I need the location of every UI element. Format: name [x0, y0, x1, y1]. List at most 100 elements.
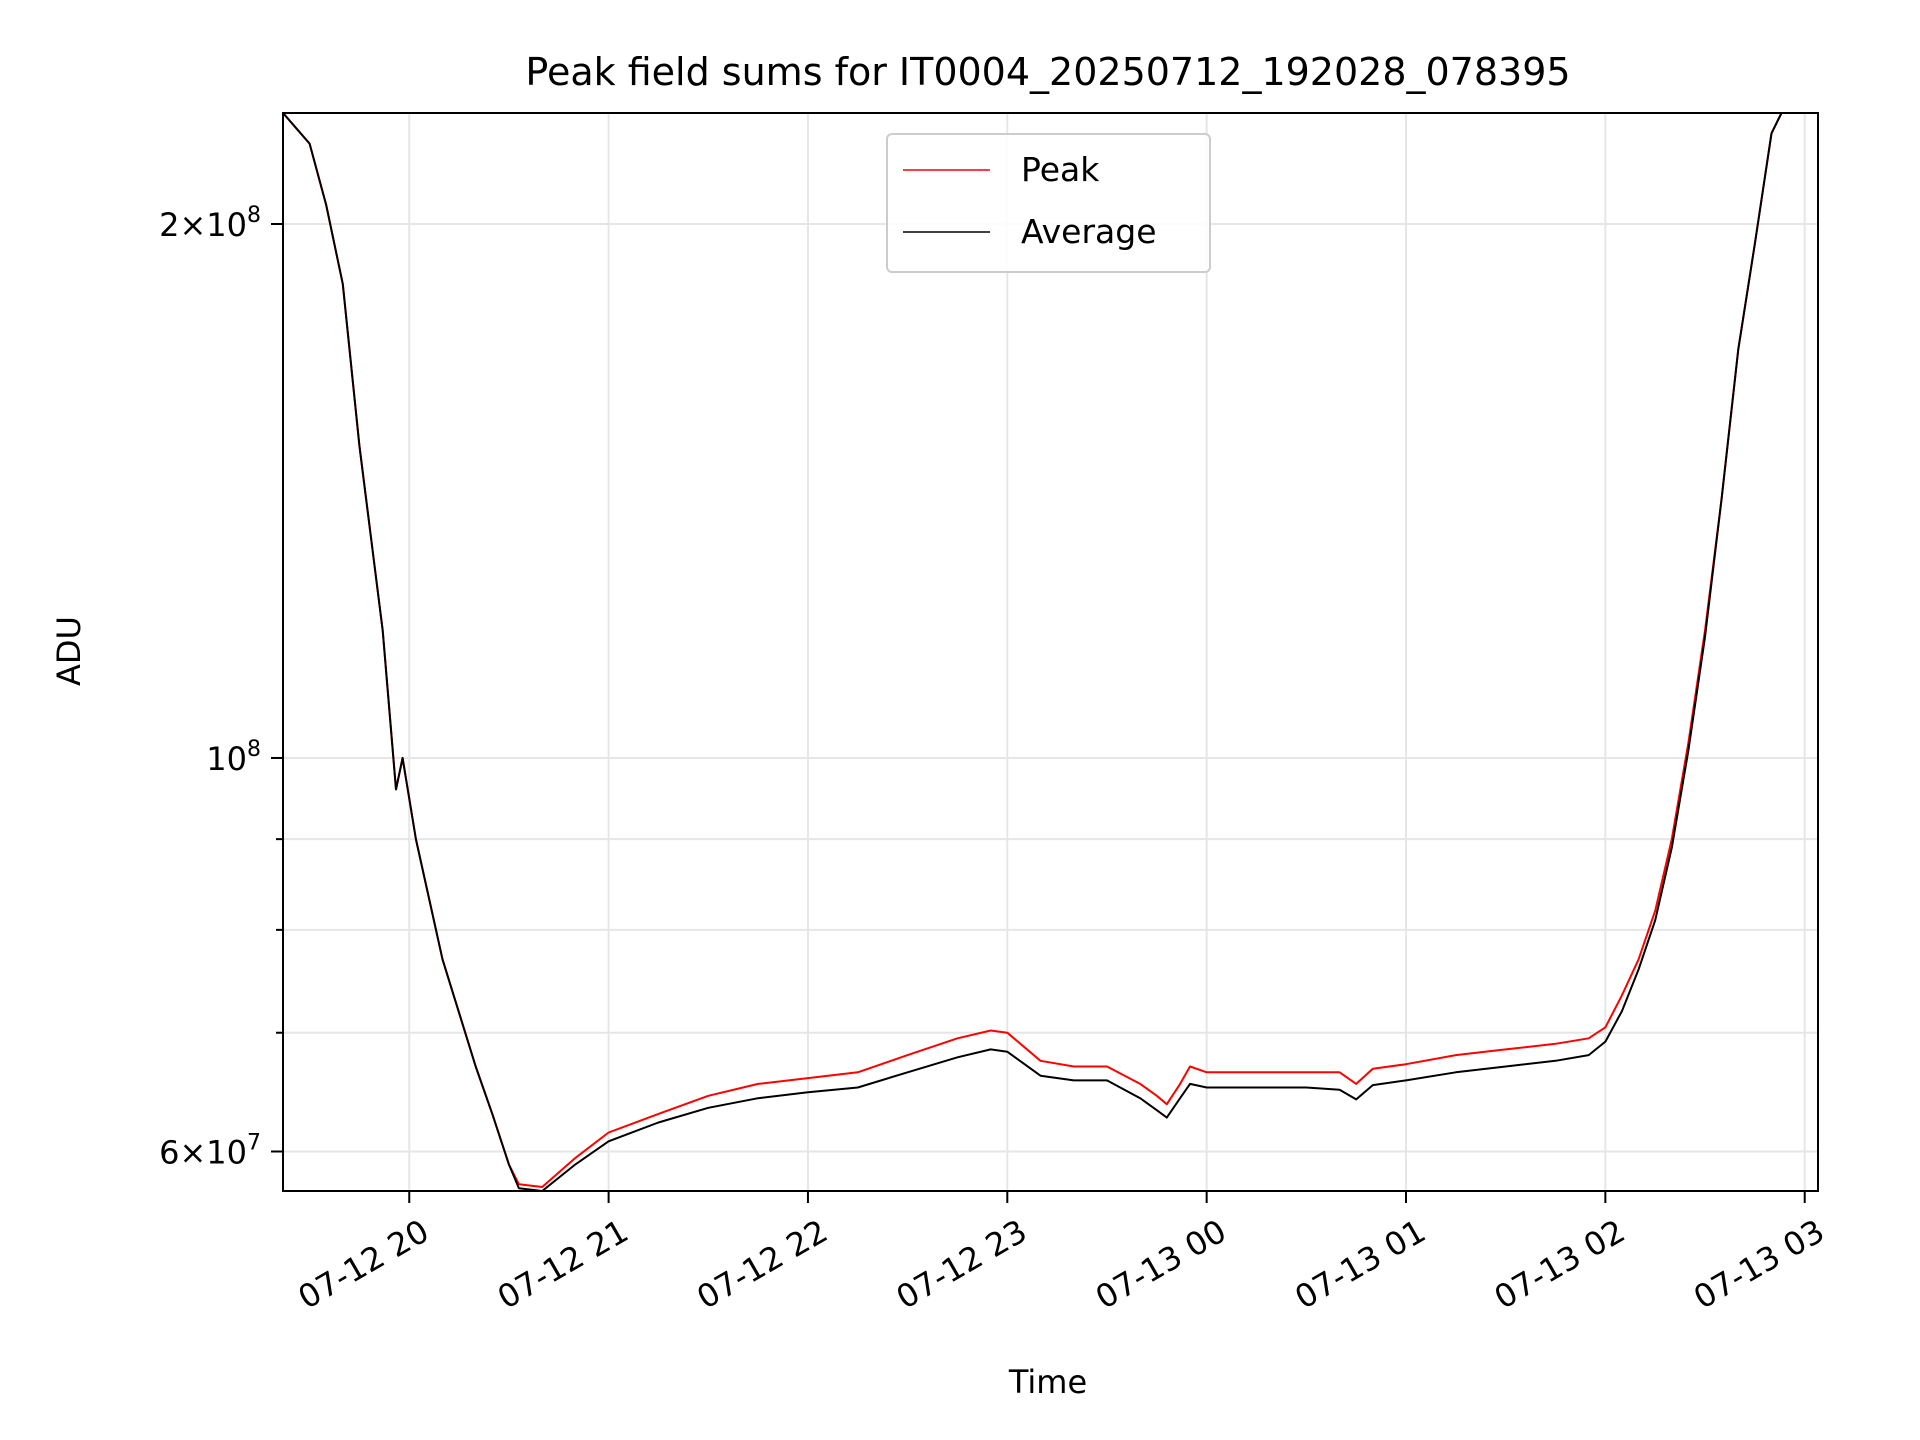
series-point-peak	[956, 1037, 959, 1039]
series-point-average	[325, 204, 327, 206]
y-tick-times: ×	[179, 206, 206, 244]
chart-title: Peak field sums for IT0004_20250712_1920…	[525, 50, 1570, 94]
series-point-average	[1206, 1086, 1208, 1089]
series-point-average	[441, 958, 444, 960]
series-point-peak	[1455, 1054, 1457, 1056]
series-point-average	[1355, 1098, 1357, 1100]
series-point-average	[1604, 1041, 1606, 1043]
series-point-average	[1372, 1084, 1374, 1086]
series-point-average	[1006, 1051, 1008, 1053]
y-tick-exponent: 7	[247, 1130, 261, 1155]
x-tick-label: 07-13 02	[1488, 1212, 1632, 1317]
series-point-average	[1588, 1054, 1590, 1056]
y-tick-base: 10	[206, 740, 247, 778]
y-tick-label: 2×108	[159, 203, 261, 244]
series-point-peak	[1621, 994, 1623, 996]
series-point-average	[518, 1187, 520, 1189]
series-point-peak	[1073, 1065, 1075, 1068]
series-point-average	[1156, 1109, 1158, 1111]
series-point-peak	[857, 1071, 859, 1073]
series-point-average	[1179, 1097, 1181, 1099]
series-point-average	[342, 283, 344, 285]
x-tick-label: 07-13 00	[1089, 1212, 1233, 1317]
x-tick-label: 07-13 03	[1687, 1212, 1831, 1317]
series-point-average	[1704, 636, 1706, 638]
x-tick-label: 07-13 01	[1288, 1212, 1432, 1317]
y-tick-base: 10	[206, 1133, 247, 1171]
series-point-average	[1039, 1075, 1042, 1077]
series-point-average	[1139, 1097, 1141, 1099]
series-line-average	[283, 113, 1783, 1191]
series-point-average	[1339, 1089, 1341, 1091]
series-point-average	[508, 1163, 510, 1165]
series-point-peak	[1588, 1037, 1590, 1039]
series-point-peak	[807, 1077, 809, 1079]
y-tick-exponent: 8	[247, 737, 261, 762]
series-point-average	[1189, 1083, 1191, 1085]
y-tick-base: 10	[206, 206, 247, 244]
series-point-peak	[1206, 1071, 1208, 1073]
y-tick-times: ×	[179, 1133, 206, 1171]
series-point-average	[574, 1163, 577, 1165]
series-point-average	[907, 1071, 909, 1073]
series-point-average	[1166, 1117, 1168, 1119]
series-point-peak	[990, 1029, 992, 1032]
series-point-average	[1770, 132, 1773, 134]
series-point-average	[382, 629, 384, 632]
series-point-average	[807, 1091, 809, 1093]
grid	[283, 113, 1818, 1191]
series-line-peak	[283, 113, 1783, 1188]
x-axis-label: Time	[1008, 1363, 1087, 1401]
series-point-peak	[1006, 1032, 1008, 1034]
series-point-peak	[1604, 1026, 1606, 1028]
series-point-peak	[608, 1131, 610, 1134]
series-point-peak	[907, 1054, 909, 1056]
series-point-average	[1106, 1079, 1108, 1081]
series-point-average	[1255, 1086, 1258, 1089]
series-point-peak	[541, 1186, 543, 1188]
series-point-average	[395, 788, 397, 791]
series-point-peak	[1039, 1060, 1042, 1062]
x-tick-label: 07-12 20	[292, 1212, 436, 1317]
series-point-average	[402, 757, 404, 759]
series-point-peak	[1372, 1068, 1374, 1070]
series-point-peak	[1638, 958, 1640, 960]
series-point-peak	[657, 1113, 660, 1115]
x-axis: 07-12 20 07-12 21 07-12 22 07-12 23 07-13 00…	[292, 1191, 1831, 1317]
series-point-average	[956, 1056, 959, 1058]
series-point-peak	[757, 1083, 759, 1085]
series-point-average	[1721, 498, 1723, 500]
series-point-average	[707, 1107, 709, 1109]
series-point-average	[990, 1048, 992, 1050]
y-tick-exponent: 8	[247, 203, 261, 228]
series-point-peak	[1305, 1071, 1307, 1073]
series-point-average	[657, 1121, 660, 1124]
series-layer	[283, 113, 1783, 1191]
y-tick-mantissa: 6	[159, 1133, 179, 1171]
series-point-peak	[1339, 1071, 1341, 1073]
series-point-average	[491, 1113, 493, 1115]
series-point-average	[1737, 348, 1739, 350]
x-tick-label: 07-12 23	[890, 1212, 1034, 1317]
series-point-peak	[574, 1157, 577, 1159]
y-tick-mantissa: 2	[159, 206, 179, 244]
series-point-average	[1687, 749, 1689, 751]
series-point-peak	[1156, 1095, 1158, 1097]
series-point-peak	[1179, 1083, 1181, 1085]
y-axis-label: ADU	[50, 616, 88, 686]
axes-frame	[282, 112, 1819, 1192]
series-point-peak	[1255, 1071, 1258, 1073]
x-tick-label: 07-12 22	[690, 1212, 834, 1317]
series-point-average	[608, 1140, 610, 1142]
legend: Peak Average	[886, 133, 1211, 273]
series-point-peak	[1554, 1043, 1557, 1045]
series-point-average	[857, 1086, 859, 1089]
series-point-peak	[1139, 1083, 1141, 1085]
series-point-average	[1671, 847, 1673, 849]
series-point-average	[1405, 1079, 1407, 1081]
series-point-average	[1554, 1060, 1557, 1062]
series-point-average	[475, 1065, 477, 1068]
series-point-average	[1638, 968, 1640, 971]
series-point-average	[309, 143, 311, 145]
